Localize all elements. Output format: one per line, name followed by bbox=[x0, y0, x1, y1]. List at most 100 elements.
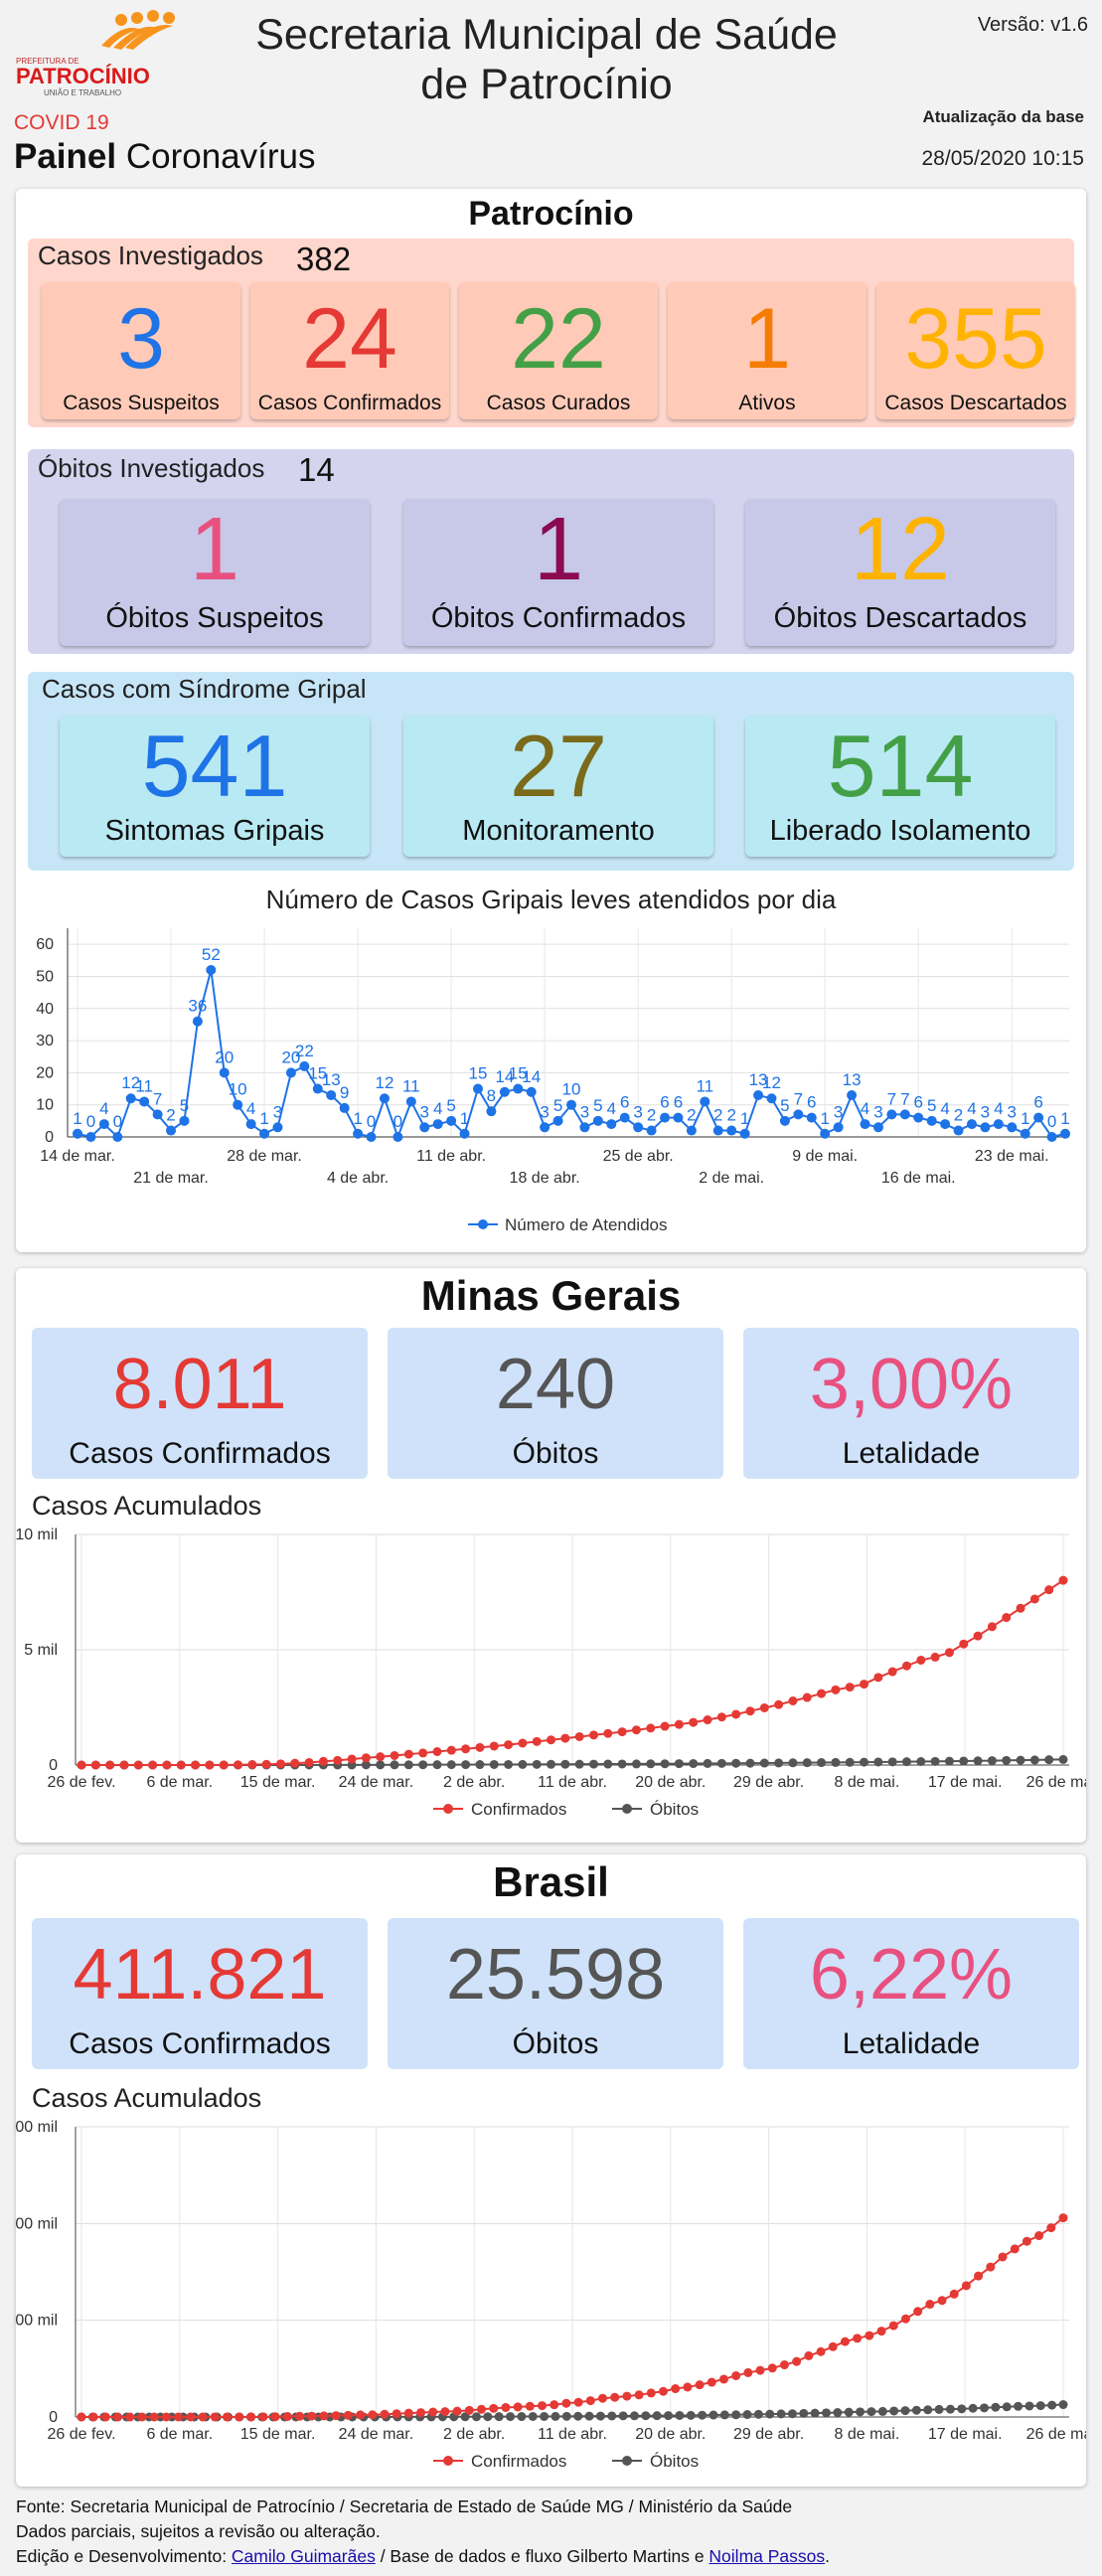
footer-credits-prefix: Edição e Desenvolvimento: bbox=[16, 2546, 232, 2566]
data-point bbox=[1047, 2400, 1057, 2410]
data-point bbox=[617, 1759, 627, 1769]
data-point bbox=[464, 2405, 474, 2415]
ativos-label: Ativos bbox=[738, 392, 796, 414]
data-label: 3 bbox=[1008, 1102, 1017, 1121]
data-label: 8 bbox=[487, 1086, 496, 1105]
x-tick-label: 15 de mar. bbox=[240, 2426, 316, 2443]
data-point bbox=[675, 2410, 685, 2420]
data-label: 1 bbox=[259, 1109, 268, 1128]
data-point bbox=[176, 1760, 186, 1770]
data-point bbox=[403, 1760, 413, 1770]
data-point bbox=[547, 1735, 556, 1745]
data-point bbox=[376, 1752, 386, 1762]
x-tick-label: 9 de mai. bbox=[792, 1148, 858, 1165]
y-tick-label: 40 bbox=[36, 1001, 54, 1018]
data-point bbox=[161, 2412, 171, 2422]
data-point bbox=[889, 2406, 899, 2416]
data-point bbox=[731, 1709, 741, 1719]
data-point bbox=[937, 2296, 947, 2306]
data-label: 1 bbox=[820, 1109, 829, 1128]
data-point bbox=[930, 1756, 940, 1766]
data-point bbox=[923, 2405, 933, 2415]
data-label: 3 bbox=[981, 1102, 990, 1121]
data-point bbox=[686, 2410, 696, 2420]
tile-casos-curados: 22 Casos Curados bbox=[459, 282, 658, 419]
data-point bbox=[597, 2393, 607, 2403]
data-point bbox=[872, 1122, 883, 1133]
data-point bbox=[1016, 1603, 1025, 1613]
data-point bbox=[584, 2411, 594, 2421]
data-point bbox=[551, 2411, 560, 2421]
brasil-card: Brasil 411.821 Casos Confirmados 25.598 … bbox=[16, 1854, 1086, 2487]
obitos-investigados-value: 14 bbox=[298, 451, 335, 488]
painel-rest: Coronavírus bbox=[116, 137, 316, 176]
data-point bbox=[574, 1759, 584, 1769]
data-point bbox=[356, 2410, 366, 2420]
data-point bbox=[822, 2408, 832, 2418]
link-noilma[interactable]: Noilma Passos bbox=[708, 2546, 826, 2566]
data-label: 22 bbox=[295, 1042, 314, 1060]
data-point bbox=[504, 1740, 514, 1750]
data-label: 14 bbox=[522, 1067, 541, 1086]
data-point bbox=[820, 1128, 831, 1139]
data-point bbox=[646, 2388, 656, 2398]
data-point bbox=[125, 2412, 135, 2422]
data-point bbox=[900, 2314, 910, 2324]
tile-sintomas-gripais: 541 Sintomas Gripais bbox=[60, 716, 370, 857]
data-point bbox=[390, 1760, 399, 1770]
data-point bbox=[88, 2412, 98, 2422]
data-point bbox=[318, 1756, 328, 1766]
data-point bbox=[980, 2403, 990, 2413]
data-point bbox=[716, 1758, 726, 1768]
data-point bbox=[1046, 2223, 1056, 2233]
data-point bbox=[916, 1655, 926, 1665]
data-label: 6 bbox=[1033, 1093, 1042, 1112]
data-point bbox=[461, 1744, 471, 1754]
data-point bbox=[540, 2411, 550, 2421]
data-point bbox=[379, 1093, 390, 1104]
minas-chart-title: Casos Acumulados bbox=[32, 1491, 262, 1521]
data-point bbox=[525, 2401, 535, 2411]
data-point bbox=[646, 1125, 657, 1136]
data-point bbox=[708, 2410, 718, 2420]
prefeitura-logo: PREFEITURA DE PATROCÍNIO UNIÃO E TRABALH… bbox=[14, 8, 183, 99]
legend-marker bbox=[478, 1219, 488, 1229]
data-point bbox=[77, 2412, 86, 2422]
data-point bbox=[806, 1112, 817, 1123]
data-label: 3 bbox=[834, 1102, 843, 1121]
data-point bbox=[987, 1756, 997, 1766]
data-point bbox=[719, 2410, 729, 2420]
obitos-confirmados-label: Óbitos Confirmados bbox=[430, 602, 687, 634]
data-point bbox=[731, 1758, 741, 1768]
data-point bbox=[518, 1738, 528, 1748]
data-point bbox=[592, 1115, 603, 1126]
x-tick-label: 14 de mar. bbox=[40, 1148, 115, 1165]
data-point bbox=[700, 1096, 710, 1107]
x-tick-label: 2 de mai. bbox=[699, 1170, 764, 1187]
data-point bbox=[674, 1759, 684, 1769]
data-point bbox=[1016, 1755, 1025, 1765]
data-point bbox=[494, 2412, 504, 2422]
link-camilo[interactable]: Camilo Guimarães bbox=[231, 2546, 376, 2566]
data-point bbox=[828, 2341, 838, 2351]
y-tick-label: 0 bbox=[49, 1757, 58, 1774]
data-point bbox=[403, 2408, 413, 2418]
data-point bbox=[966, 1119, 977, 1130]
data-label: 0 bbox=[367, 1112, 376, 1131]
data-point bbox=[392, 2409, 401, 2419]
data-point bbox=[461, 1760, 471, 1770]
y-tick-label: 0 bbox=[49, 2409, 58, 2426]
data-point bbox=[418, 1760, 428, 1770]
data-point bbox=[560, 1733, 570, 1743]
data-label: 5 bbox=[446, 1096, 455, 1115]
x-tick-label: 2 de abr. bbox=[443, 2426, 505, 2443]
y-tick-label: 10 bbox=[36, 1097, 54, 1114]
x-tick-label: 20 de abr. bbox=[635, 2426, 706, 2443]
data-point bbox=[235, 2412, 244, 2422]
data-point bbox=[716, 1712, 726, 1722]
data-point bbox=[326, 1090, 337, 1100]
casos-investigados-value: 382 bbox=[296, 241, 352, 277]
data-point bbox=[860, 1757, 869, 1767]
data-point bbox=[865, 2331, 874, 2340]
data-point bbox=[618, 2411, 628, 2421]
